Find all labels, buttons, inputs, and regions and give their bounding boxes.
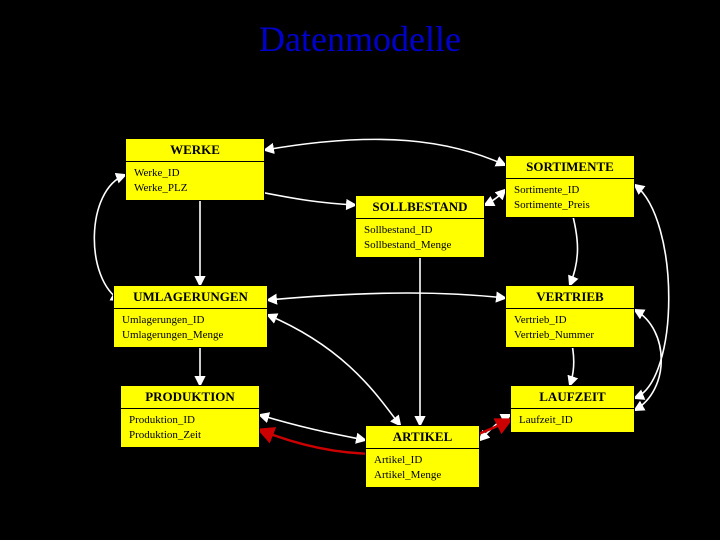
entity-field: Sollbestand_ID: [364, 223, 476, 238]
entity-header: SOLLBESTAND: [356, 196, 484, 219]
connector: [268, 315, 400, 425]
entity-field: Werke_PLZ: [134, 181, 256, 196]
entity-header: PRODUKTION: [121, 386, 259, 409]
connector-layer: [0, 0, 720, 540]
entity-field: Produktion_ID: [129, 413, 251, 428]
entity-header: LAUFZEIT: [511, 386, 634, 409]
entity-body: Sortimente_IDSortimente_Preis: [506, 179, 634, 217]
connector: [250, 190, 355, 205]
connector: [265, 139, 505, 165]
entity-body: Artikel_IDArtikel_Menge: [366, 449, 479, 487]
connector: [260, 415, 365, 440]
entity-werke: WERKEWerke_IDWerke_PLZ: [125, 138, 265, 201]
entity-sollbestand: SOLLBESTANDSollbestand_IDSollbestand_Men…: [355, 195, 485, 258]
page-title: Datenmodelle: [0, 18, 720, 60]
entity-header: ARTIKEL: [366, 426, 479, 449]
entity-field: Artikel_Menge: [374, 468, 471, 483]
entity-field: Sollbestand_Menge: [364, 238, 476, 253]
entity-laufzeit: LAUFZEIT Laufzeit_ID: [510, 385, 635, 433]
entity-field: Umlagerungen_ID: [122, 313, 259, 328]
entity-field: Sortimente_ID: [514, 183, 626, 198]
entity-field: Sortimente_Preis: [514, 198, 626, 213]
entity-umlagerungen: UMLAGERUNGENUmlagerungen_IDUmlagerungen_…: [113, 285, 268, 348]
entity-body: Sollbestand_IDSollbestand_Menge: [356, 219, 484, 257]
connector: [268, 293, 505, 300]
entity-vertrieb: VERTRIEBVertrieb_IDVertrieb_Nummer: [505, 285, 635, 348]
entity-header: WERKE: [126, 139, 264, 162]
entity-produktion: PRODUKTIONProduktion_IDProduktion_Zeit: [120, 385, 260, 448]
entity-body: Werke_IDWerke_PLZ: [126, 162, 264, 200]
entity-body: Vertrieb_IDVertrieb_Nummer: [506, 309, 634, 347]
connector: [635, 310, 661, 410]
entity-body: Laufzeit_ID: [511, 409, 634, 432]
entity-artikel: ARTIKELArtikel_IDArtikel_Menge: [365, 425, 480, 488]
entity-field: Werke_ID: [134, 166, 256, 181]
entity-sortimente: SORTIMENTESortimente_IDSortimente_Preis: [505, 155, 635, 218]
connector: [480, 415, 510, 440]
entity-body: Umlagerungen_IDUmlagerungen_Menge: [114, 309, 267, 347]
connector: [635, 185, 669, 398]
connector: [94, 175, 125, 300]
entity-field: Artikel_ID: [374, 453, 471, 468]
entity-field: Umlagerungen_Menge: [122, 328, 259, 343]
entity-field: Vertrieb_Nummer: [514, 328, 626, 343]
connector: [485, 190, 505, 205]
entity-header: SORTIMENTE: [506, 156, 634, 179]
entity-field: Produktion_Zeit: [129, 428, 251, 443]
entity-field: Laufzeit_ID: [519, 413, 626, 428]
entity-field: Vertrieb_ID: [514, 313, 626, 328]
entity-header: VERTRIEB: [506, 286, 634, 309]
entity-body: Produktion_IDProduktion_Zeit: [121, 409, 259, 447]
entity-header: UMLAGERUNGEN: [114, 286, 267, 309]
